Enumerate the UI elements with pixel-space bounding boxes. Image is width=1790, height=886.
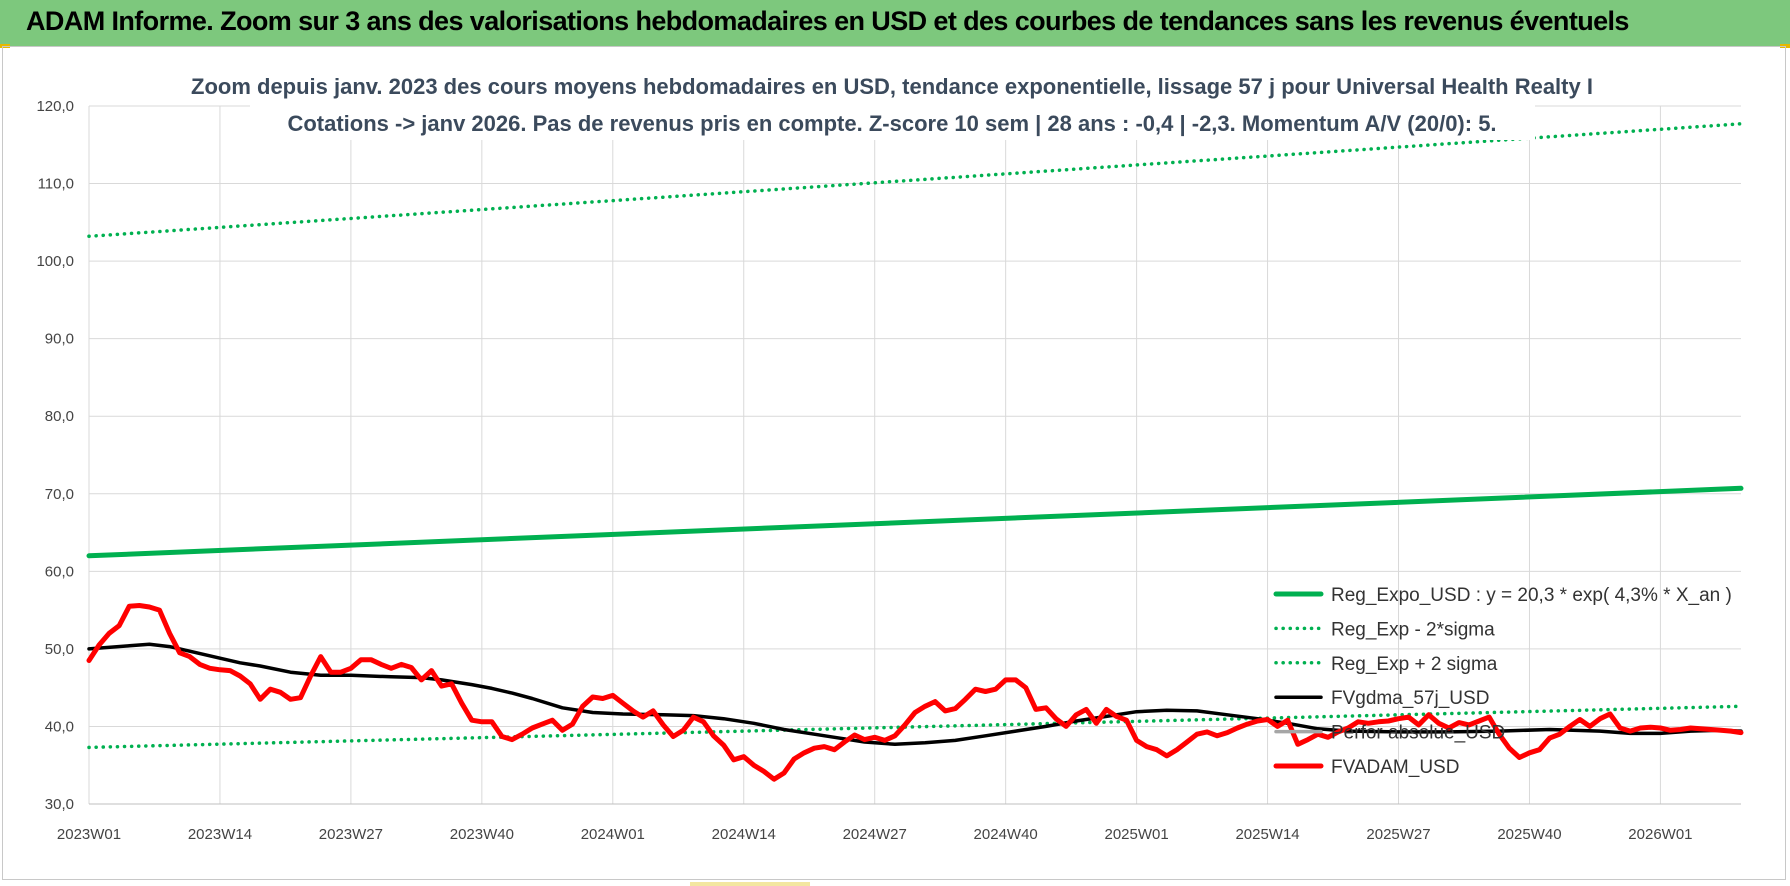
chart-frame (2, 46, 1786, 880)
series-line-3 (87, 642, 1743, 747)
grid-lines (88, 105, 1741, 805)
y-tick-label: 70,0 (45, 486, 74, 503)
x-tick-label: 2025W27 (1366, 826, 1430, 843)
series-line-2 (87, 122, 1743, 239)
y-tick-label: 30,0 (45, 796, 74, 813)
legend-label: Reg_Exp - 2*sigma (1331, 619, 1495, 640)
x-tick-label: 2025W14 (1235, 826, 1299, 843)
x-tick-label: 2023W14 (188, 826, 252, 843)
y-tick-label: 120,0 (36, 98, 74, 115)
x-tick-label: 2023W40 (450, 826, 514, 843)
y-tick-label: 60,0 (45, 563, 74, 580)
legend-label: Perfor absolue_USD (1331, 723, 1505, 744)
series-line-1 (87, 704, 1743, 750)
y-tick-label: 40,0 (45, 718, 74, 735)
series-lines (86, 122, 1744, 782)
legend-label: FVgdma_57j_USD (1331, 688, 1489, 709)
x-tick-label: 2023W27 (319, 826, 383, 843)
chart-title-line-1: Zoom depuis janv. 2023 des cours moyens … (191, 74, 1593, 99)
y-tick-label: 80,0 (45, 408, 74, 425)
bottom-accent (690, 882, 810, 886)
x-tick-label: 2026W01 (1628, 826, 1692, 843)
legend-label: Reg_Expo_USD : y = 20,3 * exp( 4,3% * X_… (1331, 585, 1732, 606)
y-tick-label: 50,0 (45, 641, 74, 658)
x-tick-label: 2025W01 (1105, 826, 1169, 843)
y-axis-ticks: 30,0 40,0 50,0 60,0 70,0 80,0 90,0 100,0 110,0 12… (36, 98, 74, 813)
report-banner: ADAM Informe. Zoom sur 3 ans des valoris… (0, 0, 1790, 47)
title-background (250, 68, 1535, 140)
legend-label: FVADAM_USD (1331, 757, 1459, 778)
series-line-5 (86, 603, 1744, 782)
report-title: ADAM Informe. Zoom sur 3 ans des valoris… (26, 6, 1629, 36)
chart-title-line-2: Cotations -> janv 2026. Pas de revenus p… (287, 111, 1496, 136)
y-tick-label: 100,0 (36, 253, 74, 270)
chart-title: Zoom depuis janv. 2023 des cours moyens … (191, 68, 1593, 140)
x-axis-ticks: 2023W01 2023W14 2023W27 2023W40 2024W01 2024W… (57, 826, 1693, 843)
y-tick-label: 90,0 (45, 331, 74, 348)
legend-label: Reg_Exp + 2 sigma (1331, 654, 1498, 675)
x-tick-label: 2025W40 (1497, 826, 1561, 843)
y-tick-label: 110,0 (38, 176, 74, 193)
x-tick-label: 2024W01 (581, 826, 645, 843)
x-tick-label: 2024W40 (974, 826, 1038, 843)
x-tick-label: 2024W14 (712, 826, 776, 843)
x-tick-label: 2023W01 (57, 826, 121, 843)
legend: Reg_Expo_USD : y = 20,3 * exp( 4,3% * X_… (1273, 585, 1732, 778)
x-tick-label: 2024W27 (843, 826, 907, 843)
series-line-0 (86, 485, 1744, 559)
